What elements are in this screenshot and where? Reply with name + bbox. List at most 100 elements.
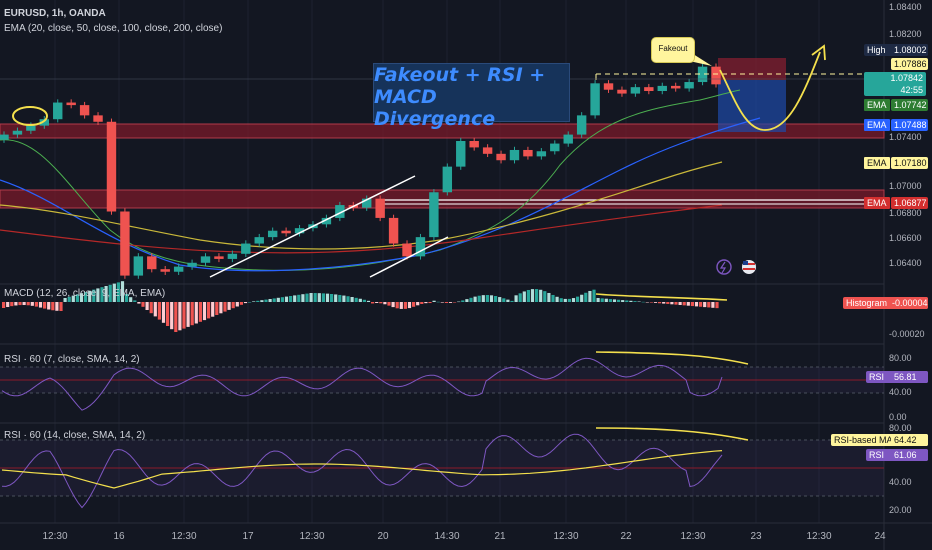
macd-bar-positive [338,294,342,302]
macd-bar-negative [379,302,383,304]
macd-bar-negative [47,302,51,310]
candle-bullish [563,134,573,144]
price-tick: 1.08400 [889,2,922,12]
candle-bullish [267,230,278,238]
macd-bar-negative [715,302,719,309]
macd-bar-negative [448,302,453,303]
countdown: 42:55 [900,85,923,95]
rsi1-title[interactable]: RSI · 60 (7, close, SMA, 14, 2) [4,354,140,365]
macd-bar-negative [231,302,235,309]
macd-bar-positive [608,299,612,302]
macd-bar-negative [375,302,379,304]
ema50-value: 1.07488 [891,119,928,131]
candle-bearish [402,243,412,257]
candle-bearish [711,66,721,85]
rsi2-title[interactable]: RSI · 60 (14, close, SMA, 14, 2) [4,430,146,441]
channel-line-lower [369,236,449,278]
candle-bearish [79,105,90,116]
macd-hist-value: -0.00004 [889,297,928,309]
macd-bar-negative [174,302,178,332]
candle-bearish [617,89,627,94]
macd-bar-negative [662,302,666,304]
ema50-label: EMA [864,119,890,131]
price-tick: 1.07400 [889,132,922,142]
rsi1-tick: 80.00 [889,353,912,363]
macd-bar-negative [428,302,432,304]
macd-bar-negative [186,302,190,327]
rsi2-ma-line [1,450,723,489]
rsi1-tick: 40.00 [889,387,912,397]
macd-bar-negative [235,302,239,307]
last-price-value: 1.07842 [890,73,923,83]
macd-bar-negative [694,302,699,307]
candle-bullish [576,115,587,135]
macd-bar-positive [330,294,334,302]
macd-bar-negative [453,302,457,303]
macd-bar-positive [625,300,629,302]
macd-bar-positive [260,300,264,302]
candle-bullish [0,134,9,140]
rsi2-tick: 80.00 [889,423,912,433]
macd-bar-negative [407,302,412,309]
rsi2-tick: 40.00 [889,477,912,487]
candle-bearish [214,256,224,259]
macd-bar-positive [580,294,584,302]
macd-bar-negative [6,302,10,308]
macd-bar-positive [637,301,641,302]
ema-legend[interactable]: EMA (20, close, 50, close, 100, close, 2… [4,23,223,34]
candle-bullish [362,198,372,208]
macd-bar-positive [293,295,297,302]
macd-bar-positive [563,298,567,302]
macd-bar-negative [137,302,141,304]
time-label: 12:30 [171,531,197,542]
ema20-value: 1.07742 [891,99,928,111]
macd-bar-positive [96,288,100,302]
macd-bar-negative [658,302,662,304]
macd-bar-positive [535,289,539,302]
fakeout-callout: Fakeout [651,37,695,63]
macd-bar-negative [190,302,194,326]
macd-bar-negative [51,302,55,311]
lightning-event-icon[interactable] [716,259,732,275]
channel-line-upper [209,175,416,278]
macd-bar-positive [276,297,280,302]
macd-bar-negative [645,302,649,303]
candle-bearish [375,198,385,218]
macd-bar-positive [133,300,137,302]
macd-bar-positive [75,294,79,302]
macd-bar-positive [530,289,535,302]
price-tick: 1.07000 [889,181,922,191]
macd-bar-positive [551,294,555,302]
macd-bar-positive [559,298,563,302]
macd-bar-positive [280,297,284,302]
macd-title[interactable]: MACD (12, 26, close, 9, EMA, EMA) [4,288,166,299]
annotation-line1: Fakeout + RSI + MACD [374,64,546,108]
macd-bar-positive [313,293,317,302]
macd-bar-positive [547,292,551,302]
macd-bar-positive [71,295,75,302]
macd-bar-negative [444,302,448,303]
candle-bullish [173,266,184,272]
time-label: 12:30 [553,531,579,542]
macd-bar-negative [18,302,22,306]
candle-bullish [12,130,23,135]
macd-bar-negative [157,302,161,320]
rsi2-tick: 20.00 [889,505,912,515]
symbol-header[interactable]: EURUSD, 1h, OANDA [4,8,106,19]
candle-bullish [39,119,50,126]
macd-bar-positive [366,300,371,302]
macd-bar-positive [571,298,576,302]
macd-bar-positive [309,293,313,302]
candle-bearish [120,211,130,276]
time-label: 21 [494,531,506,542]
ema200-line [0,204,723,254]
macd-axis-tick: -0.00020 [889,329,925,339]
macd-bar-positive [317,293,321,302]
macd-bar-positive [567,298,571,302]
ema100-label: EMA [864,157,890,169]
macd-bar-negative [682,302,686,306]
macd-bar-negative [703,302,707,308]
macd-bar-negative [649,302,653,303]
candle-bearish [93,115,103,122]
